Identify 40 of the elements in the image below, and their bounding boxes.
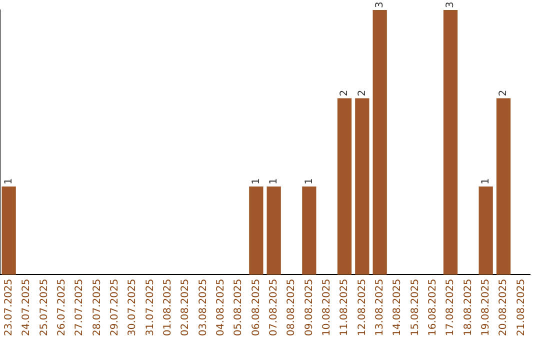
x-tick-label: 15.08.2025 [410, 278, 421, 336]
data-label: 1 [268, 178, 280, 184]
x-tick-label: 02.08.2025 [180, 278, 192, 336]
data-label: 2 [356, 90, 368, 96]
x-tick-label: 25.07.2025 [38, 278, 50, 336]
data-label: 1 [304, 178, 315, 184]
x-tick-label: 05.08.2025 [233, 278, 244, 336]
x-tick-label: 07.08.2025 [268, 278, 280, 336]
x-tick-label: 17.08.2025 [445, 278, 456, 336]
data-label: 1 [480, 178, 492, 184]
data-label: 2 [498, 90, 510, 96]
x-tick-label: 12.08.2025 [356, 278, 368, 336]
x-tick-label: 18.08.2025 [462, 278, 474, 336]
x-tick-label: 29.07.2025 [109, 278, 120, 336]
x-tick-label: 24.07.2025 [21, 278, 32, 336]
data-label: 2 [339, 90, 350, 96]
x-tick-label: 08.08.2025 [286, 278, 298, 336]
x-tick-label: 27.07.2025 [74, 278, 86, 336]
x-tick-label: 20.08.2025 [498, 278, 510, 336]
x-tick-label: 19.08.2025 [480, 278, 492, 336]
x-tick-label: 04.08.2025 [215, 278, 226, 336]
x-tick-label: 09.08.2025 [304, 278, 315, 336]
x-tick-label: 16.08.2025 [427, 278, 438, 336]
x-tick-label: 28.07.2025 [92, 278, 103, 336]
data-label: 1 [250, 178, 262, 184]
x-tick-label: 13.08.2025 [374, 278, 386, 336]
data-label: 1 [3, 178, 14, 184]
x-tick-label: 01.08.2025 [162, 278, 174, 336]
x-tick-label: 14.08.2025 [392, 278, 404, 336]
x-tick-label: 21.08.2025 [516, 278, 527, 336]
x-tick-label: 23.07.2025 [3, 278, 14, 336]
x-tick-label: 11.08.2025 [339, 278, 350, 336]
x-tick-label: 31.07.2025 [144, 278, 156, 336]
x-tick-label: 06.08.2025 [250, 278, 262, 336]
x-tick-label: 26.07.2025 [56, 278, 68, 336]
data-label: 3 [374, 2, 386, 8]
x-tick-label: 10.08.2025 [321, 278, 332, 336]
x-tick-label: 30.07.2025 [127, 278, 138, 336]
data-label: 3 [445, 2, 456, 8]
x-tick-label: 03.08.2025 [198, 278, 209, 336]
